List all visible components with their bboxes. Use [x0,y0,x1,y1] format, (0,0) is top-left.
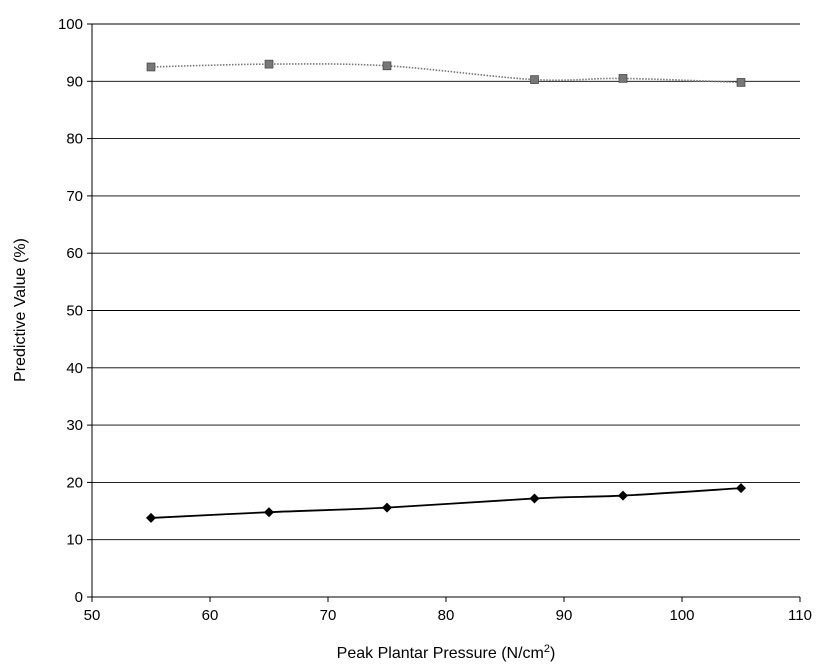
y-tick-label: 100 [58,16,83,33]
x-axis-title: Peak Plantar Pressure (N/cm2) [337,643,556,662]
x-tick-label: 100 [669,607,694,624]
data-point-diamond [146,512,156,523]
data-point-square [146,62,156,72]
series-line [150,487,742,519]
series [146,59,746,523]
data-point-square [382,61,392,71]
gridlines [92,23,800,541]
data-point-square [264,59,274,69]
y-tick-label: 0 [75,589,83,606]
data-point-square [618,74,628,83]
y-tick-label: 20 [66,474,83,491]
x-tick-label: 60 [202,607,219,624]
data-point-diamond [618,490,628,501]
data-point-diamond [529,493,540,504]
series-1 [146,59,746,87]
x-tick-label: 110 [788,607,812,624]
y-tick-label: 30 [66,417,83,434]
data-point-diamond [264,507,274,518]
x-tick-label: 90 [556,607,573,624]
data-point-square [736,78,746,87]
y-tick-label: 90 [66,73,83,90]
y-tick-label: 40 [66,360,83,377]
x-tick-labels: 50 60 70 80 90 100 110 [84,597,812,624]
y-tick-label: 80 [66,131,83,148]
y-tick-label: 70 [66,188,83,205]
data-point-square [530,75,539,84]
series-line [150,63,742,84]
y-axis-title: Predictive Value (%) [12,238,29,382]
data-point-diamond [382,502,392,513]
data-point-diamond [736,483,746,494]
x-axis-title-superscript: 2 [544,643,550,655]
x-axis-title-suffix: ) [550,645,555,662]
series-2 [146,483,746,523]
y-tick-labels: 0 10 20 30 40 50 60 70 80 90 100 [58,16,92,606]
x-tick-label: 70 [320,607,337,624]
x-tick-label: 80 [438,607,455,624]
y-tick-label: 50 [66,303,83,320]
x-tick-label: 50 [84,607,101,624]
y-tick-label: 60 [66,245,83,262]
y-tick-label: 10 [66,532,83,549]
